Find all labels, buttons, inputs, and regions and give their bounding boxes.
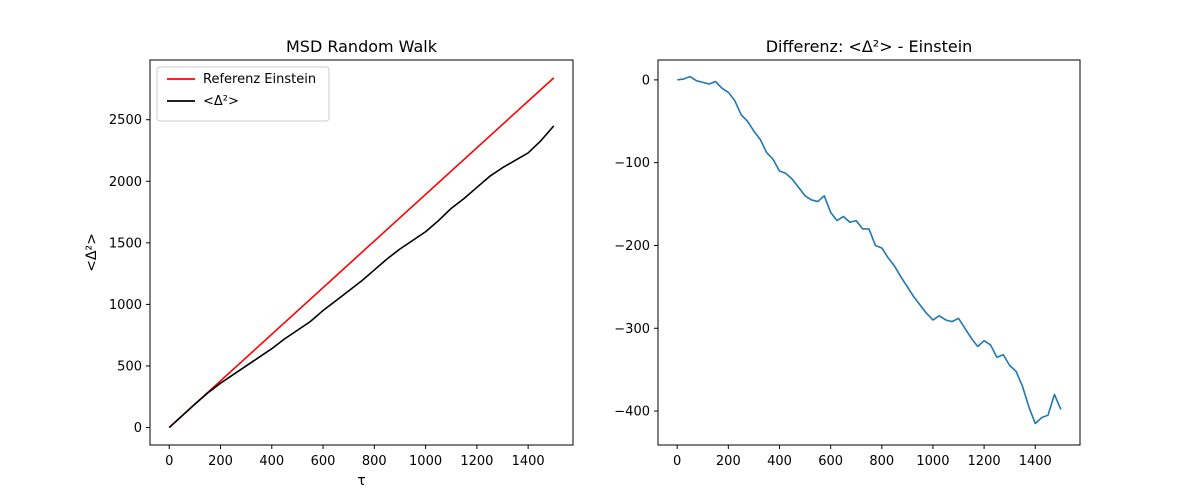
x-tick-label: 1200 (460, 454, 493, 469)
y-tick-label: 1500 (109, 236, 142, 251)
chart-title: Differenz: <Δ²> - Einstein (766, 37, 973, 56)
axes-frame (149, 59, 574, 446)
y-tick-label: −200 (614, 239, 650, 254)
x-tick-label: 1200 (968, 454, 1001, 469)
x-tick-label: 800 (362, 454, 387, 469)
series-line-1 (168, 77, 555, 429)
x-tick-label: 0 (165, 454, 173, 469)
x-tick-label: 800 (869, 454, 894, 469)
x-tick-label: 600 (311, 454, 336, 469)
x-axis-label: τ (357, 473, 365, 489)
y-tick-label: 1000 (109, 298, 142, 313)
y-tick-label: 500 (117, 359, 142, 374)
legend-label: Referenz Einstein (203, 72, 316, 87)
y-tick-label: −400 (614, 405, 650, 420)
plot-panel-2: 0 200 400 600 800 1000 1200 1400 0 −100 −200 −300 −4… (614, 37, 1081, 469)
legend-box (156, 66, 330, 122)
y-axis-label: <Δ²> (84, 233, 100, 272)
x-tick-label: 1400 (1019, 454, 1052, 469)
legend-label: <Δ²> (203, 94, 239, 109)
y-tick-label: 0 (642, 73, 650, 88)
x-tick-label: 200 (208, 454, 233, 469)
x-tick-label: 200 (716, 454, 741, 469)
x-tick-label: 600 (818, 454, 843, 469)
y-tick-label: −100 (614, 156, 650, 171)
x-tick-label: 1400 (512, 454, 545, 469)
axes-frame (657, 59, 1081, 446)
x-tick-label: 1000 (916, 454, 949, 469)
series-line-2 (168, 125, 555, 429)
series-line-1 (677, 75, 1062, 425)
x-tick-label: 0 (673, 454, 681, 469)
y-tick-label: 2000 (109, 175, 142, 190)
y-tick-label: 2500 (109, 113, 142, 128)
x-tick-label: 400 (767, 454, 792, 469)
y-tick-label: 0 (134, 421, 142, 436)
y-tick-label: −300 (614, 322, 650, 337)
legend: Referenz Einstein <Δ²> (156, 66, 330, 122)
x-tick-label: 1000 (409, 454, 442, 469)
plot-panel-1: 0 200 400 600 800 1000 1200 1400 0 500 1000 1500 200… (84, 37, 574, 489)
chart-title: MSD Random Walk (286, 37, 438, 56)
x-tick-label: 400 (259, 454, 284, 469)
